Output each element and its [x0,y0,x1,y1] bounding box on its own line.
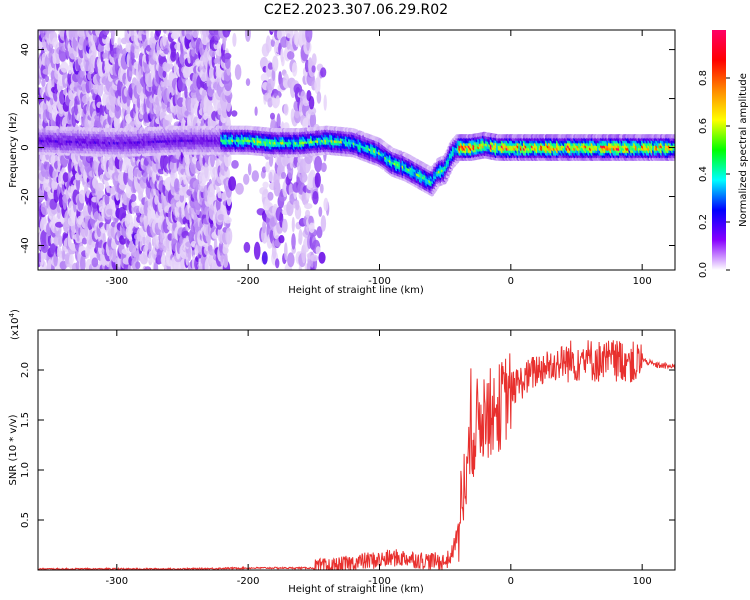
snr-x-tick-label: -300 [105,576,128,587]
spectrogram-x-tick-label: 0 [508,276,514,287]
snr-x-tick-label: 100 [633,576,652,587]
spectrogram-y-tick-label: 20 [20,92,31,105]
colorbar-tick-label: 0.8 [698,70,709,86]
spectrogram-x-tick-label: -200 [237,276,260,287]
snr-y-exponent: (x104) [8,309,21,340]
colorbar-tick-label: 0.6 [698,118,709,134]
snr-frame [37,329,676,571]
colorbar-ticks: 0.0 0.2 0.4 0.6 0.8 [698,70,730,278]
colorbar-label: Normalized spectral amplitude [738,73,749,227]
snr-y-exponent-power: 4 [8,312,16,317]
snr-background [38,330,675,570]
spectrogram-y-tick-label: 40 [20,43,31,56]
spectrogram-x-axis-label: Height of straight line (km) [288,285,424,296]
snr-y-exponent-close: ) [10,309,21,313]
snr-y-tick-label: 0.5 [20,512,31,528]
spectrogram-y-tick-label: -40 [20,237,31,253]
snr-x-tick-label: 0 [508,576,514,587]
snr-series-line [38,340,675,570]
snr-ticks: -300 -200 -100 0 100 0.5 1.0 1.5 2.0 [20,330,675,587]
snr-y-tick-label: 1.5 [20,412,31,428]
snr-y-tick-label: 1.0 [20,462,31,478]
snr-y-axis-label: SNR (10 * v/v) [8,414,19,485]
spectrogram-x-tick-label: 100 [633,276,652,287]
snr-x-tick-label: -200 [237,576,260,587]
colorbar-tick-label: 0.0 [698,262,709,278]
figure-title: C2E2.2023.307.06.29.R02 [264,2,448,18]
snr-y-exponent-base: (x10 [10,317,21,340]
snr-y-tick-label: 2.0 [20,362,31,378]
spectrogram-cells [38,30,675,270]
spectrogram-y-tick-label: -20 [20,188,31,204]
colorbar-tick-label: 0.2 [698,214,709,230]
colorbar-tick-label: 0.4 [698,166,709,182]
snr-x-axis-label: Height of straight line (km) [288,584,424,595]
spectrogram-x-tick-label: -300 [105,276,128,287]
spectrogram-x-tick-label: -100 [368,276,391,287]
colorbar: 0.0 0.2 0.4 0.6 0.8 Normalized spectral ampl… [698,30,749,278]
spectrogram-y-tick-label: 0 [20,144,31,150]
spectrogram-y-axis-label: Frequency (Hz) [8,112,19,188]
colorbar-scale [712,30,726,270]
snr-panel: -300 -200 -100 0 100 0.5 1.0 1.5 2.0 Height of s… [8,309,676,595]
snr-x-tick-label: -100 [368,576,391,587]
spectrogram-frame [37,29,676,271]
